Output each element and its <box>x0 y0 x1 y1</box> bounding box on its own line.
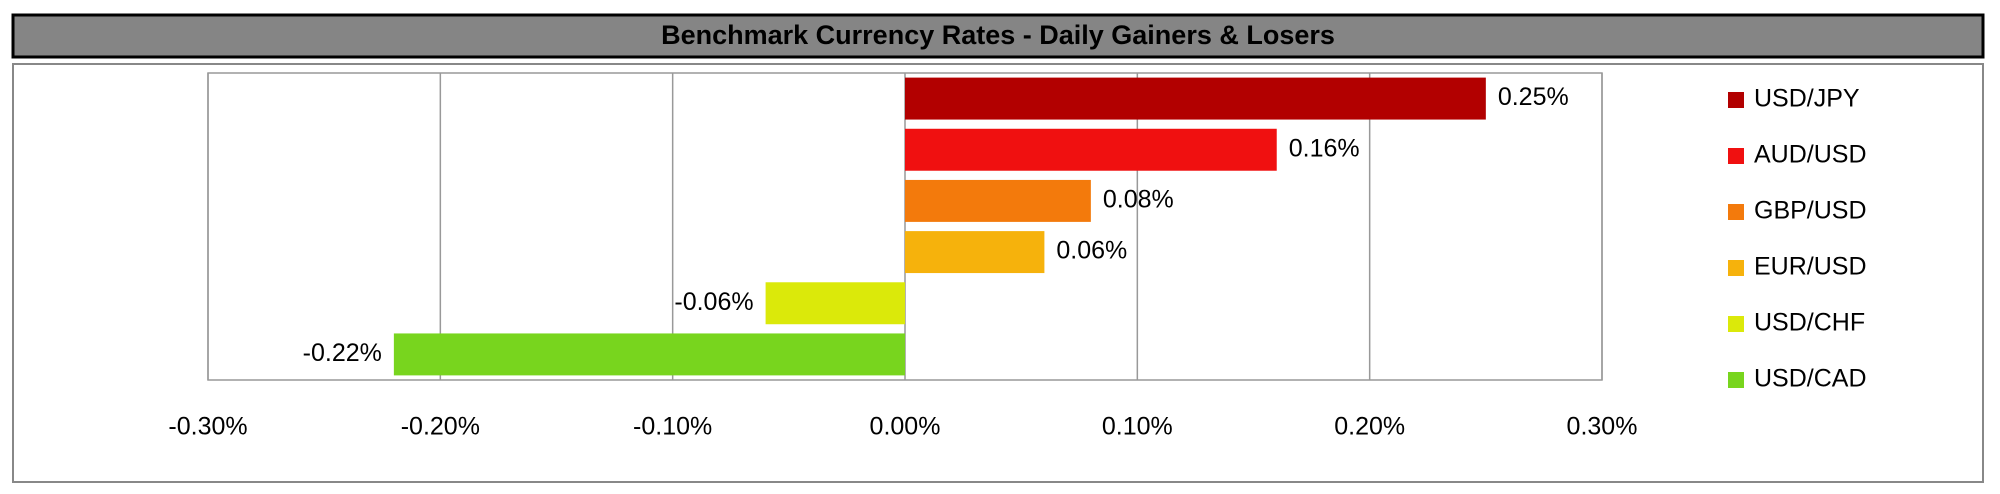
value-label: -0.22% <box>303 339 382 367</box>
legend-label: AUD/USD <box>1754 141 1867 169</box>
x-tick-label: 0.30% <box>1567 413 1638 441</box>
legend-label: USD/JPY <box>1754 85 1860 113</box>
bar <box>905 231 1045 274</box>
chart-title: Benchmark Currency Rates - Daily Gainers… <box>661 20 1335 50</box>
bar <box>765 282 905 325</box>
value-label: 0.06% <box>1056 237 1127 265</box>
legend-swatch <box>1728 204 1744 220</box>
x-tick-label: 0.00% <box>870 413 941 441</box>
legend-swatch <box>1728 92 1744 108</box>
x-tick-label: -0.30% <box>168 413 247 441</box>
legend-swatch <box>1728 260 1744 276</box>
bar <box>393 333 905 376</box>
legend-label: EUR/USD <box>1754 253 1867 281</box>
value-label: 0.08% <box>1103 186 1174 214</box>
bar <box>905 179 1091 222</box>
bar <box>905 77 1486 120</box>
legend-label: USD/CAD <box>1754 365 1867 393</box>
legend-swatch <box>1728 148 1744 164</box>
value-label: 0.25% <box>1498 83 1569 111</box>
value-label: 0.16% <box>1289 134 1360 162</box>
x-tick-label: 0.10% <box>1102 413 1173 441</box>
x-tick-label: 0.20% <box>1334 413 1405 441</box>
legend-label: GBP/USD <box>1754 197 1867 225</box>
x-tick-label: -0.20% <box>401 413 480 441</box>
x-tick-label: -0.10% <box>633 413 712 441</box>
legend-label: USD/CHF <box>1754 309 1865 337</box>
value-label: -0.06% <box>674 288 753 316</box>
bar <box>905 128 1277 171</box>
title-bar <box>11 13 1985 59</box>
legend-swatch <box>1728 316 1744 332</box>
legend-swatch <box>1728 372 1744 388</box>
